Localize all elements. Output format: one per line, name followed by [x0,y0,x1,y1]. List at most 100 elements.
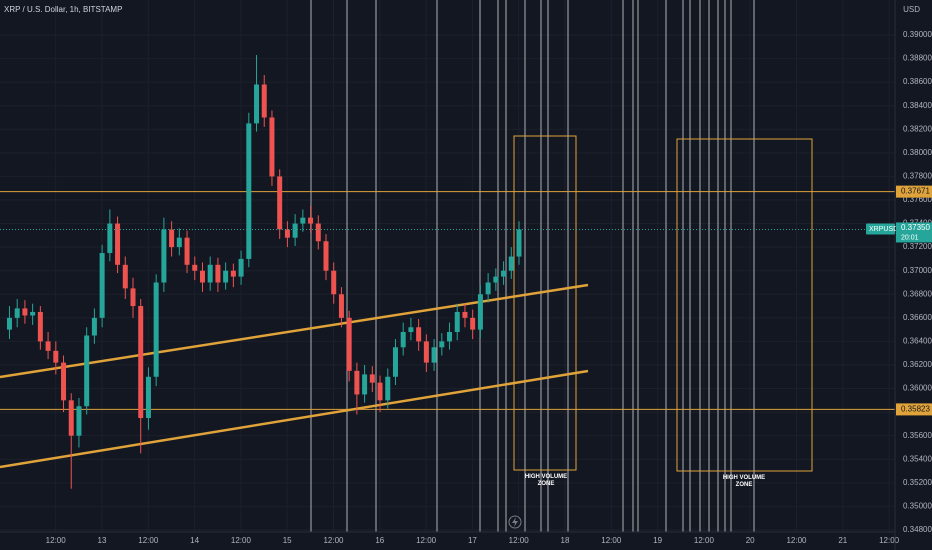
y-tick-label: 0.36000 [903,384,932,393]
candle-body [315,223,321,242]
y-tick-label: 0.39000 [903,30,932,39]
candle-body [145,376,151,419]
candle-body [14,308,20,318]
x-tick-label: 12:00 [138,536,159,545]
candle-body [30,311,36,316]
candle-body [354,370,360,395]
candle-body [238,258,244,277]
candle-body [53,350,59,363]
y-tick-label: 0.36200 [903,360,932,369]
candle-body [215,264,221,283]
candle-body [176,237,182,248]
trend-line [0,283,589,379]
event-icon-bolt [512,517,518,527]
candle-body [37,311,43,342]
zone-box [676,138,813,472]
candle-body [207,264,213,283]
y-tick-label: 0.35400 [903,454,932,463]
zone-label: HIGH VOLUME ZONE [722,475,766,488]
candle-body [91,317,97,336]
level-badge [896,403,932,416]
x-tick-label: 18 [561,536,570,545]
candle-body [223,270,229,283]
y-tick-label: 0.36600 [903,313,932,322]
candle-body [400,331,406,348]
y-tick-label: 0.37800 [903,172,932,181]
candle-body [84,335,90,407]
candle-body [138,306,144,419]
countdown-label: 20:01 [901,234,919,241]
symbol-badge-label: XRPUSD [869,226,898,233]
candle-body [508,256,514,271]
candle-body [61,362,67,401]
candle-body [346,317,352,371]
y-tick-label: 0.35600 [903,431,932,440]
candle-body [269,117,275,177]
candle-body [130,288,136,307]
y-tick-label: 0.36800 [903,289,932,298]
candle-body [385,376,391,401]
candle-body [392,347,398,377]
zone-box [513,135,577,471]
candle-body [323,241,329,271]
x-tick-label: 12:00 [323,536,344,545]
candle-body [516,229,522,257]
candle-body [277,176,283,230]
candle-body [477,294,483,330]
x-tick-label: 12:00 [46,536,67,545]
x-tick-label: 12:00 [601,536,622,545]
candle-body [423,341,429,363]
event-icon [508,515,522,529]
candle-body [115,223,121,265]
y-tick-label: 0.38400 [903,101,932,110]
y-tick-label: 0.36400 [903,337,932,346]
x-tick-label: 12:00 [231,536,252,545]
candle-body [362,374,368,395]
candle-body [184,237,190,265]
x-tick-label: 12:00 [694,536,715,545]
x-tick-label: 19 [653,536,662,545]
y-tick-label: 0.34800 [903,525,932,534]
y-tick-label: 0.35000 [903,502,932,511]
candle-body [68,400,74,436]
candle-body [439,341,445,348]
symbol-badge [866,223,895,235]
candle-body [76,406,82,436]
candle-body [416,327,422,342]
x-tick-label: 13 [98,536,107,545]
candle-body [470,317,476,330]
candle-body [161,229,167,283]
currency: USD [903,5,920,14]
candle-body [408,327,414,332]
x-tick-label: 17 [468,536,477,545]
candle-body [107,223,113,254]
candle-body [192,264,198,271]
candle-body [99,253,105,318]
symbol-title: XRP / U.S. Dollar, 1h, BITSTAMP [4,5,123,14]
candle-body [45,341,51,351]
x-tick-label: 16 [375,536,384,545]
price-badge [896,222,932,243]
candle-body [308,217,314,224]
candle-body [493,276,499,283]
candle-body [261,84,267,118]
x-tick-label: 21 [838,536,847,545]
candle-body [300,217,306,224]
x-tick-label: 12:00 [879,536,900,545]
candle-body [369,374,375,383]
zone-label: HIGH VOLUME ZONE [524,474,568,487]
candle-body [230,270,236,277]
candle-body [153,282,159,377]
candle-body [338,294,344,318]
candle-body [169,229,175,248]
x-tick-label: 12:00 [786,536,807,545]
level-badge-label: 0.35823 [901,405,930,414]
candle-body [6,317,12,330]
y-tick-label: 0.38000 [903,148,932,157]
candle-body [122,264,128,289]
y-tick-label: 0.38200 [903,124,932,133]
candle-body [246,123,252,259]
candle-body [431,347,437,363]
